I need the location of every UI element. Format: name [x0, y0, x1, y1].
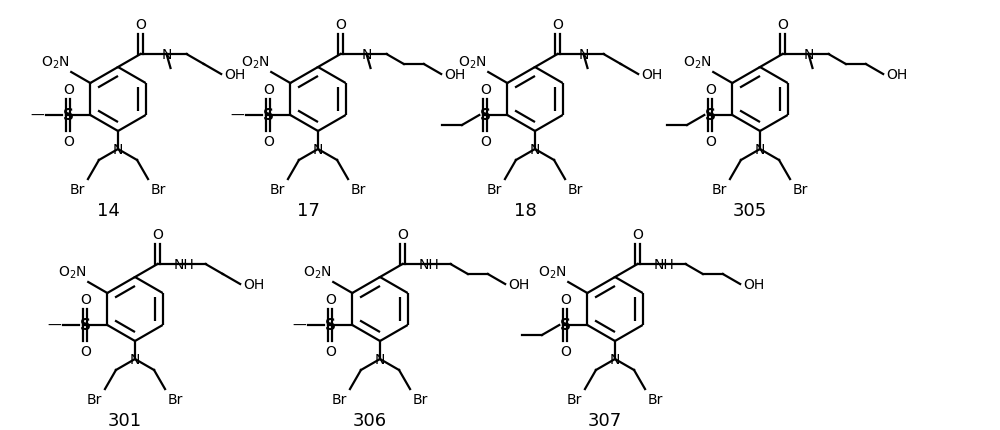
Text: S: S — [705, 108, 716, 123]
Text: S: S — [325, 318, 336, 333]
Text: N: N — [130, 352, 140, 366]
Text: Br: Br — [87, 392, 102, 406]
Text: O: O — [480, 135, 491, 149]
Text: O$_2$N: O$_2$N — [303, 264, 331, 280]
Text: O$_2$N: O$_2$N — [458, 55, 486, 71]
Text: Br: Br — [487, 183, 502, 197]
Text: O: O — [80, 292, 91, 306]
Text: Br: Br — [568, 183, 583, 197]
Text: O: O — [560, 292, 571, 306]
Text: 307: 307 — [588, 411, 622, 429]
Text: N: N — [361, 48, 372, 62]
Text: N: N — [113, 143, 123, 157]
Text: OH: OH — [243, 277, 264, 291]
Text: 301: 301 — [108, 411, 142, 429]
Text: O$_2$N: O$_2$N — [538, 264, 566, 280]
Text: Br: Br — [70, 183, 85, 197]
Text: —: — — [48, 318, 61, 332]
Text: OH: OH — [886, 68, 907, 82]
Text: —: — — [231, 109, 244, 123]
Text: O$_2$N: O$_2$N — [683, 55, 711, 71]
Text: 306: 306 — [353, 411, 387, 429]
Text: O: O — [152, 227, 163, 241]
Text: N: N — [530, 143, 540, 157]
Text: S: S — [80, 318, 91, 333]
Text: O: O — [325, 344, 336, 358]
Text: S: S — [560, 318, 571, 333]
Text: N: N — [610, 352, 620, 366]
Text: N: N — [161, 48, 172, 62]
Text: NH: NH — [653, 258, 674, 271]
Text: Br: Br — [648, 392, 663, 406]
Text: O: O — [705, 135, 716, 149]
Text: O: O — [63, 83, 74, 97]
Text: NH: NH — [173, 258, 194, 271]
Text: Br: Br — [567, 392, 582, 406]
Text: N: N — [755, 143, 765, 157]
Text: S: S — [480, 108, 491, 123]
Text: O: O — [325, 292, 336, 306]
Text: O: O — [80, 344, 91, 358]
Text: Br: Br — [413, 392, 428, 406]
Text: Br: Br — [151, 183, 166, 197]
Text: OH: OH — [508, 277, 529, 291]
Text: OH: OH — [743, 277, 764, 291]
Text: 18: 18 — [514, 202, 536, 220]
Text: O$_2$N: O$_2$N — [241, 55, 269, 71]
Text: O$_2$N: O$_2$N — [41, 55, 69, 71]
Text: O: O — [397, 227, 408, 241]
Text: O: O — [263, 135, 274, 149]
Text: O: O — [263, 83, 274, 97]
Text: Br: Br — [270, 183, 285, 197]
Text: O: O — [777, 18, 788, 32]
Text: O$_2$N: O$_2$N — [58, 264, 86, 280]
Text: OH: OH — [641, 68, 662, 82]
Text: S: S — [63, 108, 74, 123]
Text: 14: 14 — [97, 202, 119, 220]
Text: O: O — [335, 18, 346, 32]
Text: Br: Br — [168, 392, 183, 406]
Text: NH: NH — [418, 258, 439, 271]
Text: N: N — [313, 143, 323, 157]
Text: Br: Br — [351, 183, 366, 197]
Text: N: N — [375, 352, 385, 366]
Text: OH: OH — [224, 68, 245, 82]
Text: Br: Br — [793, 183, 808, 197]
Text: O: O — [705, 83, 716, 97]
Text: OH: OH — [444, 68, 465, 82]
Text: O: O — [552, 18, 563, 32]
Text: O: O — [560, 344, 571, 358]
Text: S: S — [263, 108, 274, 123]
Text: 305: 305 — [733, 202, 767, 220]
Text: Br: Br — [332, 392, 347, 406]
Text: O: O — [632, 227, 643, 241]
Text: N: N — [803, 48, 814, 62]
Text: Br: Br — [712, 183, 727, 197]
Text: —: — — [31, 109, 44, 123]
Text: O: O — [480, 83, 491, 97]
Text: O: O — [63, 135, 74, 149]
Text: —: — — [293, 318, 306, 332]
Text: N: N — [578, 48, 589, 62]
Text: O: O — [135, 18, 146, 32]
Text: 17: 17 — [297, 202, 319, 220]
